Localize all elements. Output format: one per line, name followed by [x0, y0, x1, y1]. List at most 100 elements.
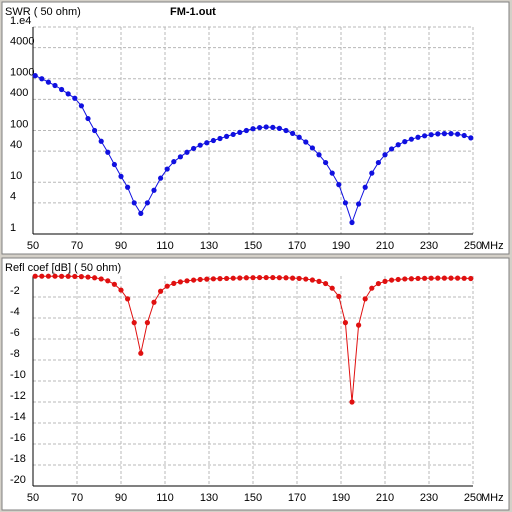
data-point	[164, 283, 170, 289]
data-point	[422, 275, 428, 281]
x-tick-label: 110	[156, 492, 174, 504]
data-point	[342, 320, 348, 326]
y-tick-label: -2	[10, 285, 20, 297]
data-point	[111, 281, 117, 287]
data-point	[144, 200, 150, 206]
data-point	[32, 273, 38, 279]
data-point	[408, 276, 414, 282]
x-tick-label: 50	[27, 492, 39, 504]
data-point	[329, 285, 335, 291]
data-point	[323, 280, 329, 287]
x-tick-label: 250	[464, 492, 482, 504]
data-point	[125, 184, 131, 190]
data-point	[118, 287, 124, 293]
x-tick-label: 170	[288, 240, 306, 252]
data-point	[263, 124, 269, 130]
data-point	[263, 274, 269, 281]
data-point	[369, 170, 375, 176]
data-point	[316, 152, 322, 158]
data-point	[276, 125, 282, 131]
y-tick-label: 100	[10, 118, 28, 130]
data-point	[441, 131, 447, 137]
data-point	[177, 279, 183, 285]
data-point	[461, 132, 467, 139]
data-point	[138, 210, 144, 217]
data-point	[204, 276, 210, 282]
data-point	[441, 275, 447, 281]
data-point	[39, 273, 45, 279]
data-point	[309, 277, 315, 283]
data-point	[257, 274, 263, 281]
data-point	[349, 219, 355, 226]
x-tick-label: 230	[420, 492, 438, 504]
data-point	[151, 299, 157, 305]
data-point	[362, 184, 368, 190]
x-tick-label: 250	[464, 240, 482, 252]
data-point	[362, 296, 368, 302]
data-point	[177, 154, 183, 160]
data-point	[428, 275, 434, 281]
panel	[1, 257, 510, 511]
y-tick-label: -8	[10, 348, 20, 360]
data-point	[59, 86, 65, 93]
data-point	[389, 146, 395, 152]
x-tick-label: 90	[115, 240, 127, 252]
data-point	[98, 138, 104, 144]
data-point	[98, 276, 104, 282]
data-point	[415, 275, 421, 282]
x-tick-label: 210	[376, 492, 394, 504]
x-axis-label: MHz	[481, 240, 504, 252]
y-tick-label: 4000	[10, 35, 34, 47]
data-point	[217, 135, 223, 142]
x-tick-label: 70	[71, 492, 83, 504]
data-point	[210, 137, 216, 144]
data-point	[257, 124, 263, 131]
data-point	[283, 127, 289, 134]
data-point	[402, 276, 408, 282]
data-point	[184, 278, 190, 284]
data-point	[461, 275, 467, 281]
data-point	[164, 166, 170, 172]
data-point	[389, 277, 395, 283]
data-point	[382, 152, 388, 158]
data-point	[78, 103, 84, 109]
chart-title: SWR ( 50 ohm)	[5, 6, 81, 18]
data-point	[356, 201, 362, 207]
data-point	[45, 273, 52, 279]
data-point	[296, 275, 302, 282]
data-point	[171, 280, 177, 286]
data-point	[39, 76, 45, 82]
x-tick-label: 150	[244, 240, 262, 252]
data-point	[395, 276, 401, 283]
y-tick-label: 1	[10, 222, 16, 234]
data-point	[270, 274, 276, 281]
x-tick-label: 170	[288, 492, 306, 504]
data-point	[323, 159, 329, 166]
data-point	[224, 275, 230, 282]
data-point	[237, 129, 243, 135]
file-name: FM-1.out	[170, 6, 216, 18]
data-point	[52, 82, 58, 89]
data-point	[92, 275, 98, 281]
data-point	[422, 133, 428, 139]
data-point	[342, 200, 348, 206]
x-tick-label: 70	[71, 240, 83, 252]
data-point	[111, 161, 117, 168]
data-point	[197, 276, 203, 283]
data-point	[105, 149, 111, 155]
data-point	[125, 296, 131, 302]
data-point	[455, 275, 461, 281]
x-tick-label: 90	[115, 492, 127, 504]
data-point	[158, 175, 164, 181]
y-tick-label: -20	[10, 474, 26, 486]
data-point	[217, 276, 223, 282]
data-point	[435, 131, 441, 137]
y-tick-label: -4	[10, 306, 20, 318]
y-tick-label: -16	[10, 432, 26, 444]
data-point	[237, 275, 243, 281]
data-point	[336, 182, 342, 188]
data-point	[455, 131, 461, 137]
x-axis-label: MHz	[481, 492, 504, 504]
data-point	[85, 274, 91, 280]
